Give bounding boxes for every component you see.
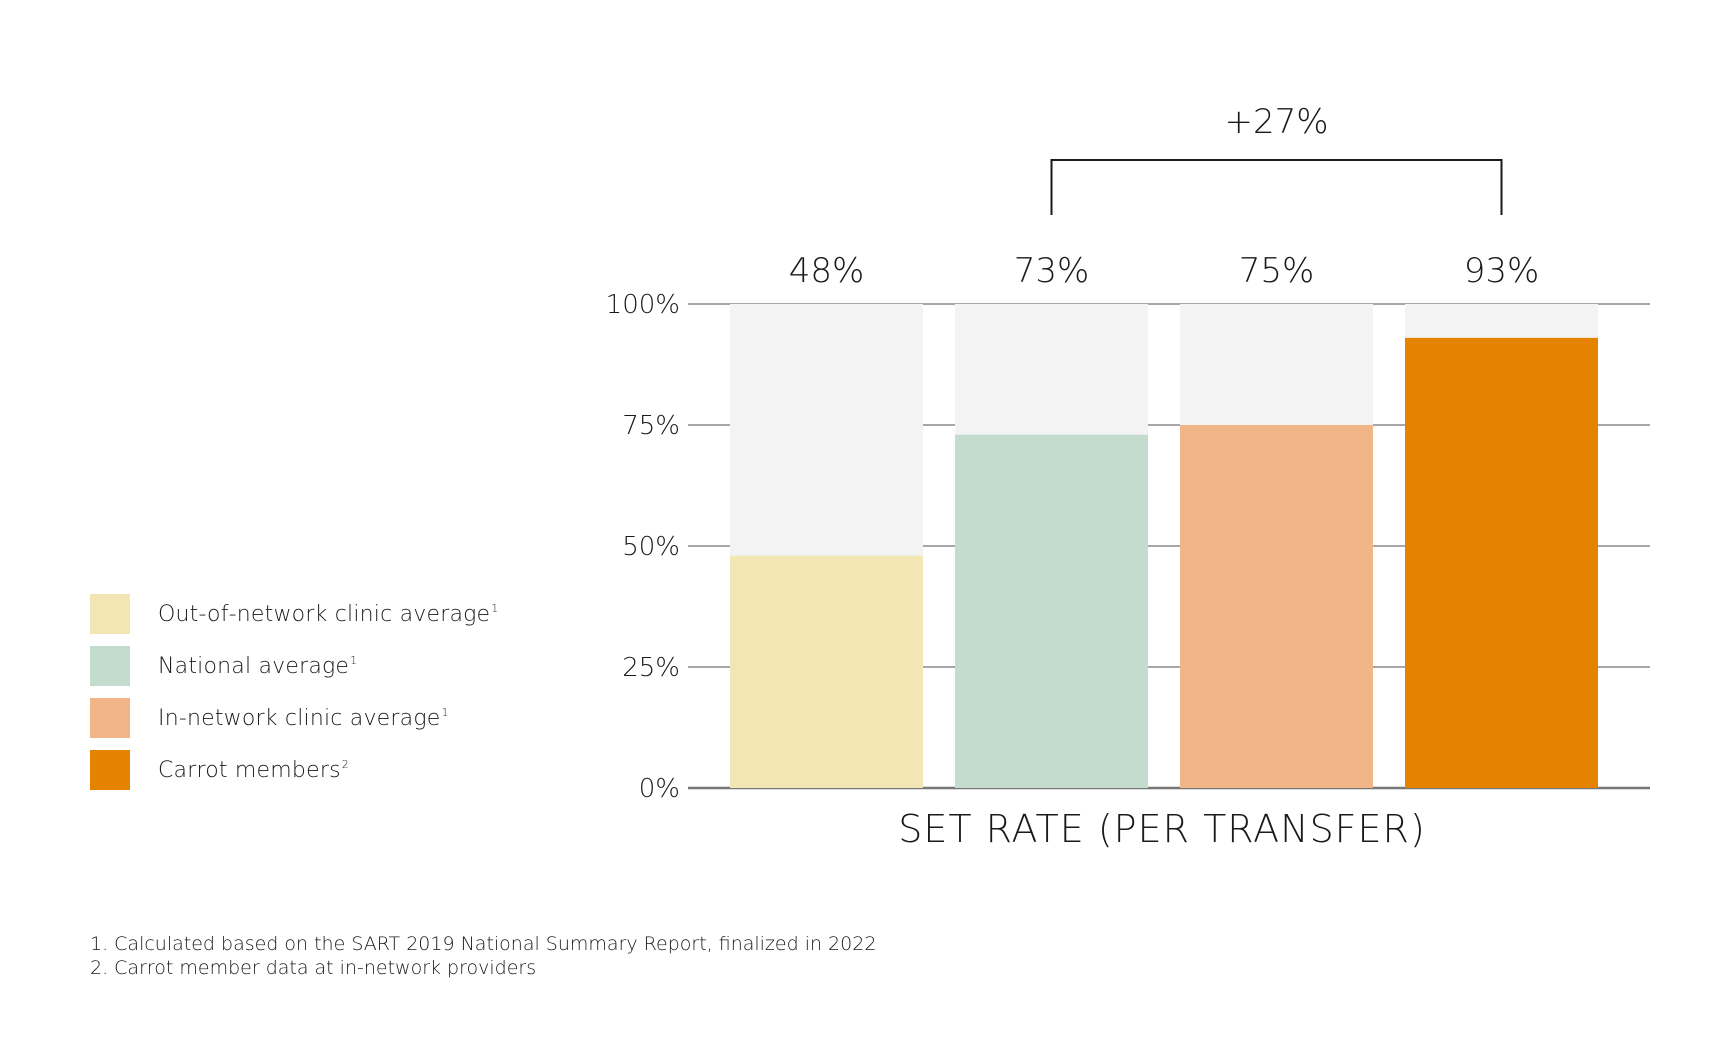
bar-value-label: 75%: [1239, 251, 1315, 291]
legend-item: Out-of-network clinic average1: [90, 594, 498, 634]
bar: [955, 434, 1148, 788]
legend-footnote-marker: 1: [491, 602, 499, 616]
bars: [730, 337, 1598, 788]
footnote-2: 2. Carrot member data at in-network prov…: [90, 957, 537, 979]
legend-item: In-network clinic average1: [90, 698, 498, 738]
legend-footnote-marker: 1: [441, 706, 449, 720]
bar-value-label: 48%: [789, 251, 865, 291]
legend-swatch: [90, 646, 130, 686]
legend-label: Carrot members2: [158, 757, 349, 783]
legend-swatch: [90, 594, 130, 634]
y-tick-label: 75%: [622, 411, 680, 441]
bar-value-labels: 48% 73% 75% 93%: [789, 251, 1540, 291]
legend: Out-of-network clinic average1 National a…: [90, 594, 498, 802]
legend-label: In-network clinic average1: [158, 705, 449, 731]
footnote-1: 1. Calculated based on the SART 2019 Nat…: [90, 933, 877, 955]
x-axis-title: SET RATE (PER TRANSFER): [898, 807, 1426, 851]
y-tick-label: 25%: [622, 653, 680, 683]
legend-swatch: [90, 698, 130, 738]
legend-footnote-marker: 2: [341, 758, 349, 772]
y-axis-ticks: 0% 25% 50% 75% 100%: [606, 290, 680, 804]
bar: [1405, 337, 1598, 788]
legend-label: Out-of-network clinic average1: [158, 601, 499, 627]
difference-annotation: +27%: [1050, 102, 1503, 215]
legend-swatch: [90, 750, 130, 790]
y-tick-label: 100%: [606, 290, 680, 320]
bar-value-label: 73%: [1014, 251, 1090, 291]
annotation-label: +27%: [1224, 102, 1328, 142]
footnotes: 1. Calculated based on the SART 2019 Nat…: [90, 932, 876, 980]
y-tick-label: 50%: [622, 532, 680, 562]
bar: [1180, 425, 1373, 788]
legend-label: National average1: [158, 653, 358, 679]
bar: [730, 555, 923, 788]
legend-item: Carrot members2: [90, 750, 498, 790]
y-tick-label: 0%: [639, 774, 680, 804]
legend-item: National average1: [90, 646, 498, 686]
bar-value-label: 93%: [1464, 251, 1540, 291]
annotation-bracket: [1050, 159, 1503, 215]
legend-footnote-marker: 1: [350, 654, 358, 668]
